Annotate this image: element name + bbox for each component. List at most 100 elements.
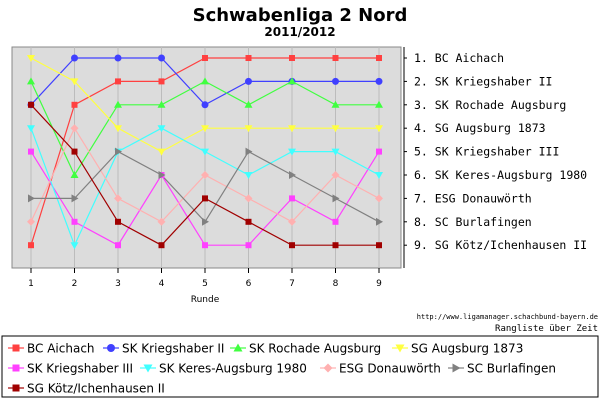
legend-marker	[12, 344, 20, 352]
data-point	[70, 124, 79, 133]
data-point	[71, 218, 78, 225]
x-tick-label: 6	[246, 279, 252, 289]
data-point	[245, 55, 252, 61]
data-point	[244, 125, 253, 133]
x-axis-label: Runde	[191, 295, 220, 305]
data-point	[376, 217, 383, 226]
x-tick-label: 2	[72, 279, 78, 289]
legend-marker	[395, 344, 405, 353]
data-point	[289, 242, 295, 249]
data-point	[376, 242, 382, 249]
rank-label: 8. SC Burlafingen	[414, 215, 532, 229]
legend-label: SK Rochade Augsburg	[249, 342, 381, 356]
legend-label: SG Augsburg 1873	[411, 342, 523, 356]
data-point	[289, 55, 295, 61]
x-tick-label: 9	[376, 279, 382, 289]
rank-labels: 1. BC Aichach 2. SK Kriegshaber II 3. SK R…	[403, 47, 587, 268]
data-point	[331, 100, 340, 108]
credit-url: http://www.ligamanager.schachbund-bayern…	[417, 313, 598, 321]
rank-label: 2. SK Kriegshaber II	[414, 74, 552, 88]
data-point	[157, 148, 166, 156]
data-point	[27, 77, 35, 85]
data-point	[201, 125, 209, 133]
legend-label: SC Burlafingen	[467, 362, 556, 376]
data-point	[332, 55, 339, 61]
credit-caption: Rangliste über Zeit	[495, 324, 598, 334]
data-point	[289, 171, 296, 179]
data-point	[70, 78, 79, 86]
data-point	[202, 242, 208, 249]
data-point	[201, 77, 209, 85]
data-point	[27, 125, 35, 133]
legend-marker	[233, 343, 243, 352]
x-axis: 1 2 3 4 5 6 7 8 9	[28, 268, 382, 289]
data-point	[332, 218, 339, 225]
data-point	[375, 100, 383, 108]
data-point	[332, 194, 340, 203]
legend-marker	[143, 364, 153, 373]
chart-title: Schwabenliga 2 Nord	[193, 5, 408, 26]
data-point	[288, 217, 296, 226]
data-point	[376, 55, 382, 61]
data-point	[71, 148, 78, 155]
data-point	[114, 54, 122, 62]
data-point	[70, 242, 79, 250]
data-point	[202, 217, 209, 226]
data-point	[115, 242, 121, 249]
rank-label: 7. ESG Donauwörth	[414, 191, 532, 205]
data-point	[157, 217, 166, 226]
data-point	[28, 148, 34, 155]
data-point	[244, 194, 253, 203]
rank-label: 6. SK Keres-Augsburg 1980	[414, 168, 587, 182]
rank-label: 9. SG Kötz/Ichenhausen II	[414, 238, 587, 252]
legend-marker	[452, 363, 461, 373]
x-tick-label: 4	[159, 279, 165, 289]
data-point	[115, 218, 121, 225]
legend-marker	[12, 364, 20, 372]
x-tick-label: 8	[333, 279, 339, 289]
rank-label: 3. SK Rochade Augsburg	[414, 98, 566, 112]
data-point	[332, 242, 339, 249]
data-point	[288, 77, 296, 85]
legend-marker	[107, 344, 115, 352]
data-point	[375, 125, 383, 133]
data-point	[288, 125, 296, 133]
legend-marker	[12, 384, 20, 392]
data-point	[28, 242, 34, 249]
data-point	[114, 100, 122, 108]
data-point	[331, 125, 340, 133]
data-point	[202, 55, 208, 61]
legend-items: BC Aichach SK Kriegshaber II SK Rochade Au…	[8, 342, 556, 396]
data-point	[245, 147, 253, 156]
data-point	[71, 54, 78, 62]
data-point	[157, 125, 166, 133]
data-point	[114, 125, 122, 133]
data-point	[27, 217, 35, 226]
legend-label: BC Aichach	[27, 342, 95, 356]
data-point	[158, 78, 165, 85]
legend-label: SK Kriegshaber II	[122, 342, 224, 356]
data-point	[115, 78, 121, 85]
data-point	[244, 100, 253, 108]
rank-label: 4. SG Augsburg 1873	[414, 121, 546, 135]
data-point	[158, 171, 166, 179]
data-point	[245, 218, 252, 225]
data-point	[114, 194, 122, 203]
data-point	[71, 101, 78, 108]
x-tick-label: 3	[115, 279, 121, 289]
legend-label: ESG Donauwörth	[339, 362, 441, 376]
data-point	[375, 194, 383, 203]
data-point	[71, 194, 79, 203]
data-point	[332, 77, 339, 85]
data-point	[157, 100, 166, 108]
rank-label: 5. SK Kriegshaber III	[414, 145, 559, 159]
data-point	[331, 171, 340, 179]
data-point	[201, 101, 209, 109]
data-point	[158, 242, 165, 249]
data-point	[244, 172, 253, 179]
data-point	[28, 101, 34, 108]
data-point	[201, 171, 209, 179]
data-point	[375, 172, 383, 179]
x-tick-label: 5	[202, 279, 208, 289]
rank-label: 1. BC Aichach	[414, 51, 504, 65]
